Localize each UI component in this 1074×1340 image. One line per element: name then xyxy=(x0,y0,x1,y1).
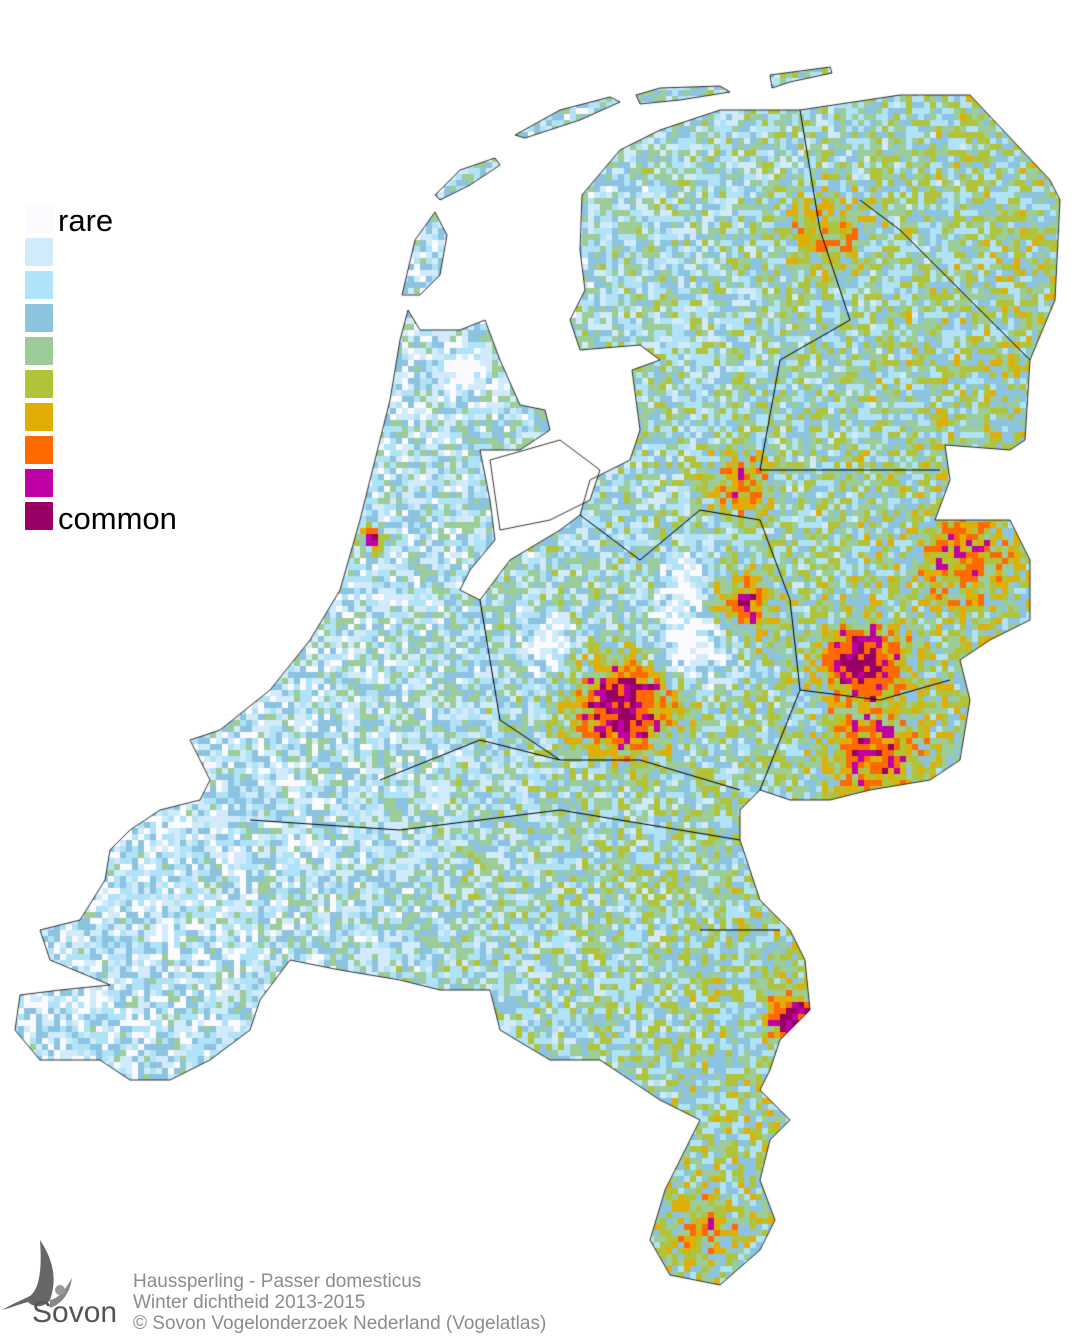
map-subtitle: Winter dichtheid 2013-2015 xyxy=(133,1292,366,1313)
species-name: Haussperling - Passer domesticus xyxy=(133,1271,422,1292)
legend-swatch-5 xyxy=(25,337,53,365)
legend-swatch-6 xyxy=(25,370,53,398)
map-caption: Haussperling - Passer domesticus Winter … xyxy=(133,1271,546,1334)
legend-rare-label: rare xyxy=(58,203,114,238)
legend-swatch-3 xyxy=(25,271,53,299)
legend-swatch-7 xyxy=(25,403,53,431)
legend-swatch-4 xyxy=(25,304,53,332)
swallow-icon xyxy=(2,1240,72,1310)
legend-swatch-9 xyxy=(25,469,53,497)
legend-common-label: common xyxy=(58,501,177,536)
legend-swatch-10 xyxy=(25,502,53,530)
legend-swatch-2 xyxy=(25,238,53,266)
legend-swatch-1 xyxy=(25,205,53,233)
legend-swatch-8 xyxy=(25,436,53,464)
copyright: © Sovon Vogelonderzoek Nederland (Vogela… xyxy=(133,1313,547,1334)
sovon-logo-text: Sovon xyxy=(32,1296,118,1329)
